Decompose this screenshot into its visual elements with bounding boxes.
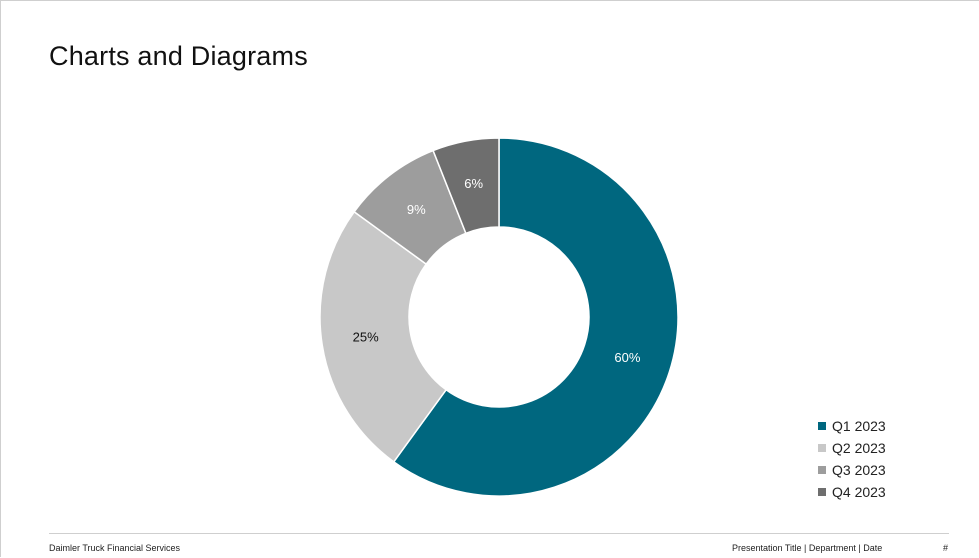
footer-meta: Presentation Title | Department | Date — [732, 543, 883, 553]
legend-item: Q2 2023 — [818, 437, 886, 459]
footer-company: Daimler Truck Financial Services — [49, 543, 181, 553]
legend-label: Q4 2023 — [832, 484, 886, 500]
slice-data-label: 6% — [464, 176, 483, 191]
legend-label: Q1 2023 — [832, 418, 886, 434]
legend-swatch — [818, 466, 826, 474]
legend-label: Q3 2023 — [832, 462, 886, 478]
footer-divider — [49, 533, 949, 534]
slide-title: Charts and Diagrams — [49, 41, 308, 71]
chart-legend: Q1 2023 Q2 2023 Q3 2023 Q4 2023 — [818, 415, 886, 503]
slice-data-label: 60% — [614, 350, 640, 365]
legend-item: Q1 2023 — [818, 415, 886, 437]
slice-data-label: 9% — [407, 202, 426, 217]
donut-slice-q1-2023 — [392, 137, 679, 497]
legend-item: Q4 2023 — [818, 481, 886, 503]
legend-swatch — [818, 444, 826, 452]
legend-label: Q2 2023 — [832, 440, 886, 456]
legend-swatch — [818, 488, 826, 496]
legend-swatch — [818, 422, 826, 430]
donut-slice-q4-2023 — [432, 137, 500, 235]
legend-item: Q3 2023 — [818, 459, 886, 481]
footer-page-number: # — [943, 543, 949, 553]
donut-slice-q2-2023 — [319, 210, 448, 463]
slice-data-label: 25% — [353, 330, 379, 345]
